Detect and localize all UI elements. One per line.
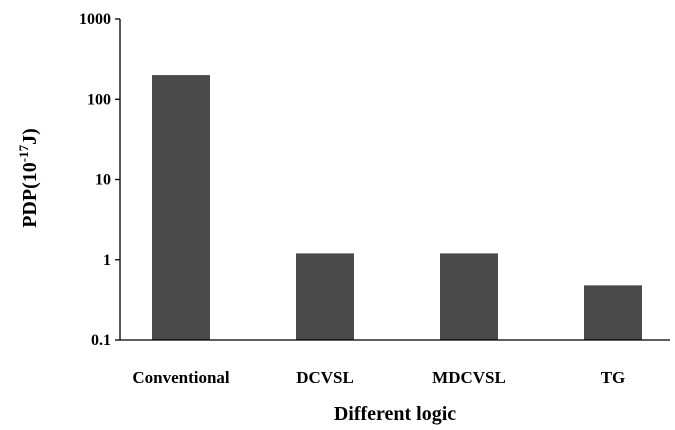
y-axis-title-prefix: PDP(10 (19, 162, 41, 228)
bar-conventional (152, 75, 210, 340)
y-axis-title: PDP(10-17J) (16, 128, 41, 228)
y-ticks-group: 0.1 1 10 100 1000 (79, 11, 120, 349)
y-axis-title-exponent: -17 (16, 144, 31, 162)
y-axis-title-suffix: J) (19, 128, 41, 145)
y-tick-label: 100 (87, 91, 111, 108)
bar-mdcvsl (440, 253, 498, 340)
y-tick-label: 1000 (79, 11, 111, 28)
y-tick-label: 10 (95, 172, 111, 189)
x-category-label: MDCVSL (432, 368, 506, 387)
bars-group (152, 75, 642, 340)
x-axis-title: Different logic (334, 403, 456, 425)
x-category-label: DCVSL (296, 368, 354, 387)
x-category-label: Conventional (132, 368, 230, 387)
y-tick-label: 1 (103, 252, 111, 269)
x-category-label: TG (601, 368, 626, 387)
y-tick-label: 0.1 (91, 332, 111, 349)
x-labels-group: Conventional DCVSL MDCVSL TG (132, 368, 625, 387)
bar-dcvsl (296, 253, 354, 340)
bar-tg (584, 285, 642, 340)
